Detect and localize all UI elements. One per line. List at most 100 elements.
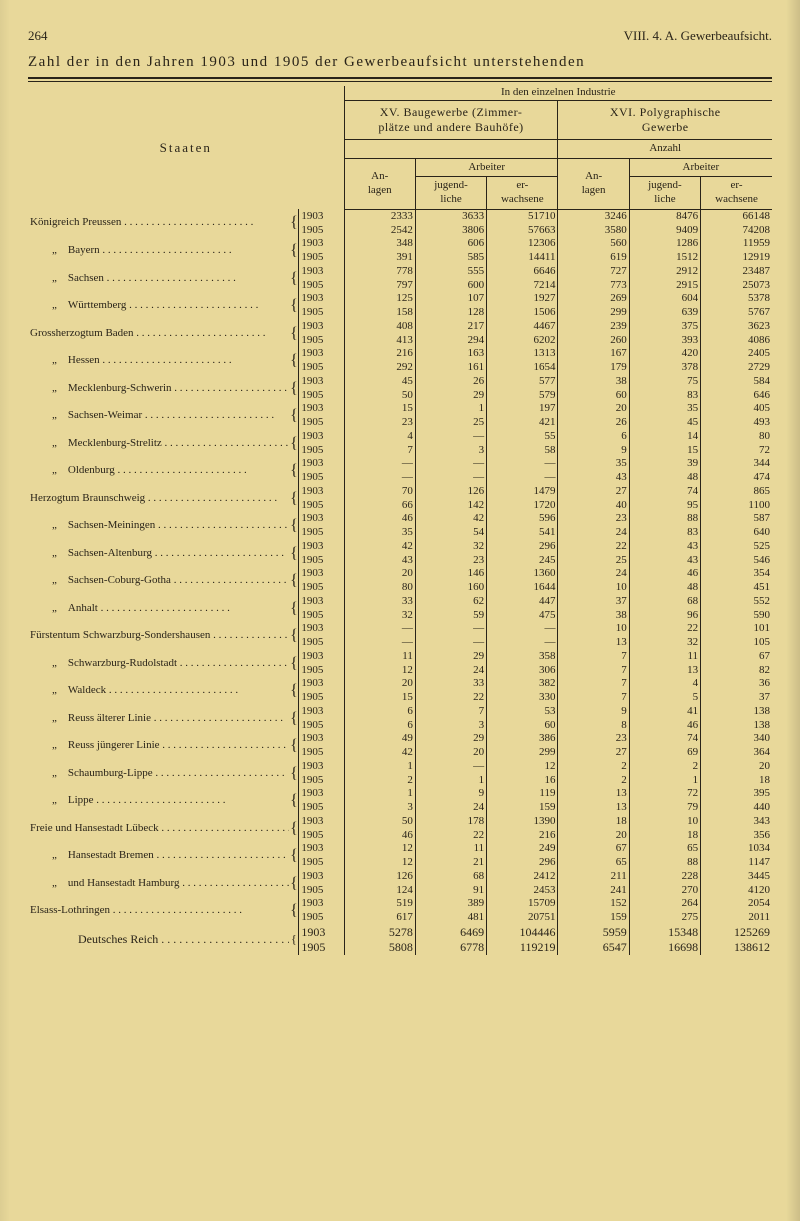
data-cell: 5808	[344, 940, 415, 955]
data-cell: 60	[558, 389, 629, 403]
data-cell: 104446	[487, 925, 558, 940]
data-cell: 43	[344, 554, 415, 568]
group-xvi-top: XVI. Polygraphische	[610, 105, 721, 119]
year-cell: 1905	[299, 609, 344, 623]
brace-icon: {	[289, 705, 299, 733]
year-cell: 1903	[299, 842, 344, 856]
data-cell: 36	[701, 677, 772, 691]
data-cell: 20	[558, 829, 629, 843]
data-cell: 585	[415, 251, 486, 265]
data-cell: 1360	[487, 567, 558, 581]
data-cell: 604	[629, 292, 700, 306]
data-cell: 72	[701, 444, 772, 458]
data-cell: 10	[558, 581, 629, 595]
year-cell: 1903	[299, 732, 344, 746]
data-cell: 389	[415, 897, 486, 911]
data-cell: 60	[487, 719, 558, 733]
data-cell: 228	[629, 870, 700, 884]
data-cell: 18	[701, 774, 772, 788]
data-cell: 299	[487, 746, 558, 760]
data-cell: 8476	[629, 209, 700, 223]
data-cell: 440	[701, 801, 772, 815]
state-label: „ Sachsen-Altenburg . . . . . . . . . . …	[28, 540, 289, 568]
rule-top-heavy	[28, 77, 772, 79]
data-cell: 13	[629, 664, 700, 678]
data-cell: 43	[558, 471, 629, 485]
data-cell: 167	[558, 347, 629, 361]
data-cell: 197	[487, 402, 558, 416]
data-cell: 13	[558, 801, 629, 815]
data-cell: 2453	[487, 884, 558, 898]
table-row: Elsass-Lothringen . . . . . . . . . . . …	[28, 897, 772, 911]
year-cell: 1905	[299, 664, 344, 678]
year-cell: 1905	[299, 389, 344, 403]
data-cell: 9	[415, 787, 486, 801]
data-cell: 138612	[701, 940, 772, 955]
data-cell: 25	[558, 554, 629, 568]
data-cell: —	[487, 622, 558, 636]
data-cell: 6646	[487, 265, 558, 279]
data-cell: 356	[701, 829, 772, 843]
rule-top-thin	[28, 81, 772, 82]
year-cell: 1903	[299, 430, 344, 444]
col-head-jugend-1: jugend-liche	[415, 177, 486, 210]
col-head-anlagen-2: An-lagen	[558, 158, 629, 209]
data-cell: 6202	[487, 334, 558, 348]
data-cell: 48	[629, 471, 700, 485]
data-cell: 18	[558, 815, 629, 829]
data-cell: 23	[558, 512, 629, 526]
data-cell: 606	[415, 237, 486, 251]
brace-icon: {	[289, 292, 299, 320]
data-cell: 1644	[487, 581, 558, 595]
data-cell: 75	[629, 375, 700, 389]
state-label: „ und Hansestadt Hamburg . . . . . . . .…	[28, 870, 289, 898]
data-cell: 239	[558, 320, 629, 334]
state-label: „ Oldenburg . . . . . . . . . . . . . . …	[28, 457, 289, 485]
data-cell: 2	[558, 760, 629, 774]
brace-icon: {	[289, 540, 299, 568]
table-row: Herzogtum Braunschweig . . . . . . . . .…	[28, 485, 772, 499]
table-row: „ Sachsen-Weimar . . . . . . . . . . . .…	[28, 402, 772, 416]
data-cell: 9409	[629, 224, 700, 238]
data-cell: 12	[344, 856, 415, 870]
data-cell: 269	[558, 292, 629, 306]
data-cell: 152	[558, 897, 629, 911]
table-row: „ Schwarzburg-Rudolstadt . . . . . . . .…	[28, 650, 772, 664]
data-cell: 579	[487, 389, 558, 403]
data-cell: 13	[558, 787, 629, 801]
data-cell: 43	[629, 540, 700, 554]
data-cell: —	[415, 636, 486, 650]
data-cell: —	[487, 457, 558, 471]
brace-icon: {	[289, 622, 299, 650]
table-row: „ Hansestadt Bremen . . . . . . . . . . …	[28, 842, 772, 856]
data-cell: 1313	[487, 347, 558, 361]
year-cell: 1903	[299, 237, 344, 251]
data-cell: 50	[344, 389, 415, 403]
data-cell: 1927	[487, 292, 558, 306]
data-cell: 66	[344, 499, 415, 513]
data-cell: 2011	[701, 911, 772, 925]
data-cell: 33	[344, 595, 415, 609]
data-cell: 5278	[344, 925, 415, 940]
data-cell: 125	[344, 292, 415, 306]
data-cell: 14411	[487, 251, 558, 265]
data-cell: 216	[487, 829, 558, 843]
data-cell: 354	[701, 567, 772, 581]
year-cell: 1903	[299, 787, 344, 801]
data-cell: 146	[415, 567, 486, 581]
year-cell: 1903	[299, 209, 344, 223]
brace-icon: {	[289, 347, 299, 375]
data-cell: 9	[558, 444, 629, 458]
data-cell: —	[415, 622, 486, 636]
data-cell: 51710	[487, 209, 558, 223]
data-cell: 2412	[487, 870, 558, 884]
data-cell: 45	[344, 375, 415, 389]
table-body: Königreich Preussen . . . . . . . . . . …	[28, 209, 772, 955]
data-cell: 32	[344, 609, 415, 623]
data-cell: 105	[701, 636, 772, 650]
data-cell: 58	[487, 444, 558, 458]
data-cell: 88	[629, 856, 700, 870]
data-cell: 541	[487, 526, 558, 540]
table-row: „ Mecklenburg-Strelitz . . . . . . . . .…	[28, 430, 772, 444]
year-cell: 1903	[299, 650, 344, 664]
